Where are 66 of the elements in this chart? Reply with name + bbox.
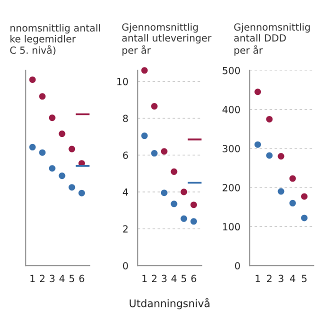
y-tick-label: 100 bbox=[223, 223, 240, 230]
x-tick-label: 3 bbox=[278, 274, 284, 282]
point bbox=[29, 144, 36, 150]
y-tick-label: 500 bbox=[222, 66, 240, 74]
x-tick-label: 1 bbox=[256, 274, 260, 282]
x-tick-label: 6 bbox=[191, 274, 196, 282]
x-tick-label: 2 bbox=[267, 274, 272, 282]
x-tick-label: 6 bbox=[79, 274, 84, 282]
point bbox=[278, 153, 284, 160]
x-tick-label: 2 bbox=[152, 274, 156, 282]
point bbox=[151, 103, 158, 110]
x-tick-label: 3 bbox=[50, 274, 54, 282]
point bbox=[254, 88, 262, 96]
x-axis-title: Utdanningsnivå bbox=[130, 298, 210, 310]
point bbox=[58, 130, 66, 138]
point bbox=[160, 190, 168, 196]
point bbox=[39, 149, 46, 156]
point bbox=[266, 116, 273, 122]
y-tick-label: 8 bbox=[123, 114, 128, 122]
x-tick-label: 4 bbox=[59, 274, 65, 282]
y-tick-label: 6 bbox=[123, 152, 128, 159]
point bbox=[39, 93, 46, 100]
point bbox=[29, 76, 36, 83]
x-tick-label: 1 bbox=[142, 274, 147, 282]
y-tick-label: 0 bbox=[123, 262, 128, 270]
x-tick-label: 5 bbox=[302, 274, 307, 282]
y-tick-label: 10 bbox=[117, 78, 128, 86]
point bbox=[151, 150, 158, 157]
point bbox=[68, 184, 76, 191]
y-tick-label: 200 bbox=[222, 184, 240, 192]
point bbox=[190, 202, 197, 208]
point bbox=[68, 146, 76, 152]
y-tick-label: 2 bbox=[123, 225, 128, 232]
x-tick-label: 4 bbox=[290, 274, 296, 282]
point bbox=[301, 193, 308, 200]
x-tick-label: 1 bbox=[30, 274, 35, 282]
point bbox=[141, 67, 148, 74]
chart-title: Gjennomsnittlig antall utleveringer per år bbox=[122, 23, 212, 56]
point bbox=[48, 165, 56, 172]
point bbox=[58, 172, 66, 180]
point bbox=[48, 114, 56, 122]
y-tick-label: 4 bbox=[122, 188, 128, 196]
point bbox=[141, 132, 148, 140]
point bbox=[278, 188, 284, 195]
y-tick-label: 400 bbox=[222, 106, 240, 114]
x-tick-label: 4 bbox=[171, 274, 177, 282]
point bbox=[170, 200, 178, 208]
y-tick-label: 300 bbox=[222, 144, 240, 152]
point bbox=[170, 168, 178, 175]
chart-title: nnomsnittlig antall ke legemidler C 5. nivå) bbox=[10, 24, 100, 56]
point bbox=[254, 141, 262, 148]
chart-title: Gjennomsnittlig antall DDD per år bbox=[234, 23, 310, 56]
point bbox=[301, 214, 308, 222]
point bbox=[78, 190, 85, 196]
x-tick-label: 5 bbox=[70, 274, 74, 282]
point bbox=[180, 215, 188, 222]
point bbox=[160, 148, 168, 155]
x-tick-label: 3 bbox=[162, 274, 166, 282]
point bbox=[190, 218, 197, 225]
x-tick-label: 2 bbox=[40, 274, 44, 282]
x-tick-label: 5 bbox=[182, 274, 186, 282]
point bbox=[266, 152, 273, 159]
point bbox=[289, 200, 296, 206]
y-tick-label: 0 bbox=[235, 262, 240, 270]
point bbox=[289, 175, 296, 182]
point bbox=[180, 188, 188, 196]
